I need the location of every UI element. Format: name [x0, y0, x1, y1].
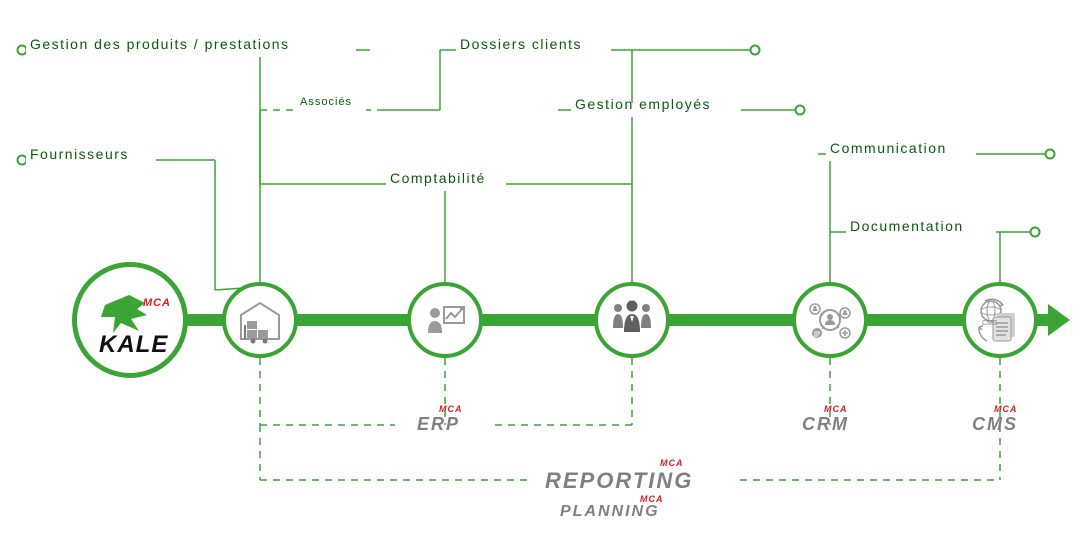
product-planning: PLANNING — [560, 503, 660, 521]
connector-layer — [0, 0, 1080, 536]
cms-icon: CMS — [973, 293, 1027, 347]
sup-mca-erp: MCA — [439, 404, 463, 414]
sup-mca-cms: MCA — [994, 404, 1018, 414]
product-reporting: REPORTING — [545, 468, 693, 494]
label-documentation: Documentation — [850, 218, 964, 234]
node-crm — [792, 282, 868, 358]
erp-icon — [420, 295, 470, 345]
svg-text:CMS: CMS — [982, 320, 998, 327]
label-communication: Communication — [830, 140, 947, 156]
warehouse-icon — [235, 295, 285, 345]
node-erp — [407, 282, 483, 358]
label-comptabilite: Comptabilité — [390, 170, 486, 186]
logo-mca-sup: MCA — [143, 297, 171, 309]
label-fournisseurs: Fournisseurs — [30, 146, 129, 162]
node-people — [594, 282, 670, 358]
node-cms: CMS — [962, 282, 1038, 358]
label-dossiers-clients: Dossiers clients — [460, 36, 582, 52]
product-cms: CMS — [972, 414, 1018, 435]
crm-icon — [803, 293, 857, 347]
logo-kale: KALE — [99, 331, 168, 359]
sup-mca-reporting: MCA — [660, 458, 684, 468]
label-associes: Associés — [300, 96, 352, 108]
product-crm: CRM — [802, 414, 849, 435]
people-icon — [604, 292, 660, 348]
node-warehouse — [222, 282, 298, 358]
node-logo: MCA KALE — [72, 262, 188, 378]
sup-mca-crm: MCA — [824, 404, 848, 414]
label-gestion-produits: Gestion des produits / prestations — [30, 36, 290, 52]
label-gestion-employes: Gestion employés — [575, 96, 711, 112]
product-erp: ERP — [417, 414, 460, 435]
